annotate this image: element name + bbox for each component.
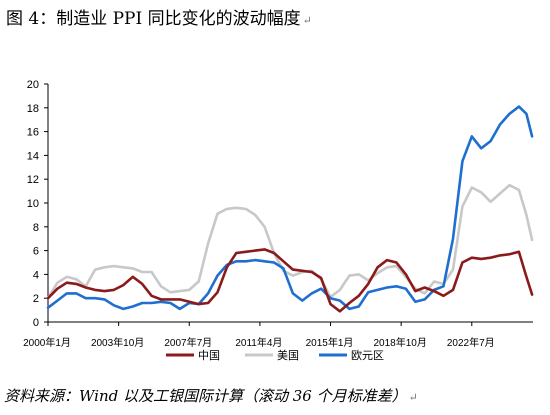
y-tick-label: 12 xyxy=(27,174,39,186)
series-line-0 xyxy=(46,248,534,313)
y-tick-label: 20 xyxy=(27,79,39,91)
y-tick-label: 0 xyxy=(33,317,39,329)
y-tick-label: 8 xyxy=(33,222,39,234)
x-tick-label: 2011年4月 xyxy=(235,336,282,349)
y-tick-label: 2 xyxy=(33,293,39,305)
x-tick-label: 2000年1月 xyxy=(23,336,71,349)
x-tick-label: 2003年10月 xyxy=(91,336,144,349)
figure-source: 资料来源：Wind 以及工银国际计算（滚动 36 个月标准差） ↵ xyxy=(4,385,418,406)
series-line-1 xyxy=(46,183,534,300)
series-line-2 xyxy=(46,105,534,311)
x-tick-label: 2022年7月 xyxy=(447,336,495,349)
legend: 中国 美国 欧元区 xyxy=(166,349,384,362)
legend-label: 欧元区 xyxy=(351,349,384,362)
line-chart: 0 2 4 6 8 10 12 14 16 18 20 2000年1月 2003年10月 2007年7月… xyxy=(23,79,534,362)
y-axis: 0 2 4 6 8 10 12 14 16 18 20 xyxy=(27,79,49,329)
paragraph-mark-icon: ↵ xyxy=(408,391,418,404)
x-axis: 2000年1月 2003年10月 2007年7月 2011年4月 2015年1月 2018… xyxy=(23,321,533,349)
x-tick-label: 2018年10月 xyxy=(373,336,426,349)
y-tick-label: 18 xyxy=(27,103,39,115)
figure-title: 图 4：制造业 PPI 同比变化的波动幅度 ↵ xyxy=(6,4,312,29)
y-tick-label: 6 xyxy=(33,246,39,258)
figure-title-text: 图 4：制造业 PPI 同比变化的波动幅度 xyxy=(6,9,301,29)
series-lines xyxy=(46,105,534,313)
x-tick-label: 2007年7月 xyxy=(164,336,212,349)
legend-label: 中国 xyxy=(198,349,220,362)
y-tick-label: 16 xyxy=(27,127,39,139)
y-tick-label: 14 xyxy=(27,150,39,162)
y-tick-label: 4 xyxy=(33,269,39,281)
paragraph-mark-icon: ↵ xyxy=(302,14,312,27)
legend-label: 美国 xyxy=(277,349,299,362)
figure-source-text: 资料来源：Wind 以及工银国际计算（滚动 36 个月标准差） xyxy=(4,387,407,405)
x-tick-label: 2015年1月 xyxy=(306,336,354,349)
y-tick-label: 10 xyxy=(27,198,39,210)
